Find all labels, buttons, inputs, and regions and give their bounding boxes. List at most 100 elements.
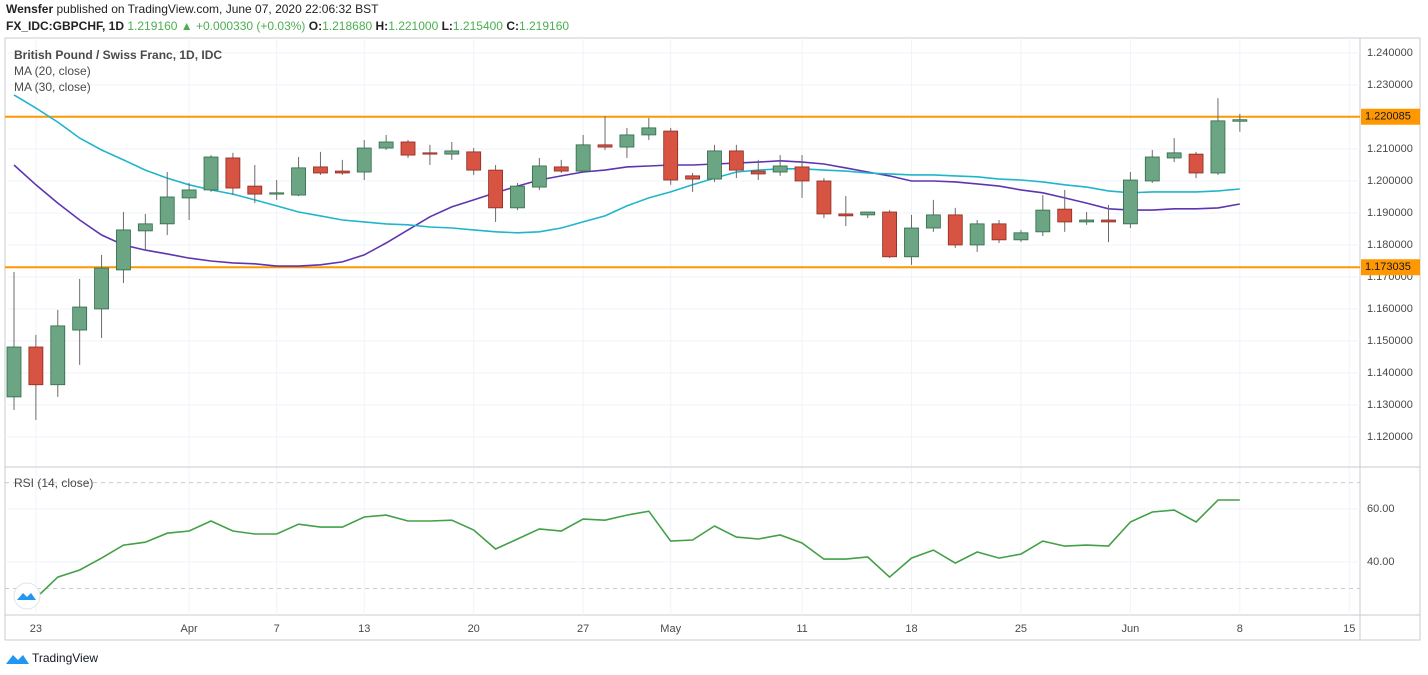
- y-tick-label: 1.130000: [1367, 399, 1413, 411]
- ohlc-value: 1.219160: [519, 19, 569, 33]
- candle-body: [1013, 232, 1029, 241]
- ma-line: [13, 94, 1240, 234]
- candle-body: [116, 229, 131, 271]
- rsi-line: [35, 499, 1240, 599]
- x-tick-label: 18: [905, 623, 917, 635]
- y-tick-label: 1.150000: [1367, 335, 1413, 347]
- chart-title: British Pound / Swiss Franc, 1D, IDC: [14, 48, 222, 62]
- author: Wensfer: [6, 2, 53, 16]
- x-tick-label: 23: [30, 623, 42, 635]
- candle-body: [685, 175, 700, 180]
- y-tick-label: 60.00: [1367, 503, 1395, 515]
- rsi-title: RSI (14, close): [14, 476, 93, 490]
- y-tick-label: 1.180000: [1367, 239, 1413, 251]
- candle-body: [1057, 208, 1073, 223]
- candle-body: [378, 141, 394, 149]
- candle-body: [94, 267, 109, 310]
- quote-line: FX_IDC:GBPCHF, 1D 1.219160 ▲ +0.000330 (…: [6, 19, 569, 33]
- ohlc-value: 1.221000: [388, 19, 438, 33]
- candle-body: [882, 211, 897, 258]
- ohlc-value: 1.215400: [453, 19, 503, 33]
- x-tick-label: 8: [1237, 623, 1243, 635]
- y-tick-label: 40.00: [1367, 556, 1395, 568]
- y-tick-label: 1.230000: [1367, 79, 1413, 91]
- level-tag: [1361, 259, 1420, 276]
- candle-body: [794, 166, 810, 182]
- x-tick-label: 7: [274, 623, 280, 635]
- x-tick-label: 27: [577, 623, 589, 635]
- candle-body: [641, 127, 657, 136]
- candle-body: [1122, 179, 1138, 225]
- x-tick-label: 20: [468, 623, 480, 635]
- candle-body: [203, 156, 219, 191]
- plot-layer: [5, 38, 1360, 615]
- candle-body: [50, 325, 66, 386]
- candle-body: [575, 144, 591, 172]
- candle-body: [1210, 120, 1226, 174]
- candle-body: [247, 185, 263, 195]
- y-tick-label: 1.210000: [1367, 143, 1413, 155]
- ohlc-key: C:: [506, 19, 519, 33]
- candle-body: [531, 165, 547, 188]
- x-tick-label: 25: [1015, 623, 1027, 635]
- candle-body: [466, 151, 482, 171]
- candle-body: [663, 130, 679, 181]
- y-tick-label: 1.200000: [1367, 175, 1413, 187]
- y-tick-label: 1.240000: [1367, 47, 1413, 59]
- watermark-logo: [13, 582, 41, 610]
- candle-body: [772, 165, 788, 173]
- candle-body: [1144, 156, 1160, 182]
- candle-body: [72, 306, 88, 331]
- candle-body: [816, 180, 832, 215]
- level-label: 1.220085: [1365, 111, 1411, 123]
- candle-body: [553, 166, 569, 172]
- last-price: 1.219160: [127, 19, 177, 33]
- candle-body: [444, 150, 460, 155]
- candle-body: [1079, 219, 1095, 223]
- candle-body: [181, 189, 197, 199]
- candle-body: [313, 166, 328, 174]
- y-tick-label: 1.160000: [1367, 303, 1413, 315]
- candle-body: [334, 170, 350, 174]
- candle-body: [969, 223, 985, 246]
- candle-body: [225, 157, 241, 189]
- candle-body: [925, 214, 941, 229]
- candle-body: [6, 346, 22, 398]
- candle-body: [1232, 119, 1248, 122]
- chart-frame: [4, 37, 1421, 641]
- candle-body: [1188, 153, 1204, 174]
- candle-body: [597, 144, 613, 148]
- symbol: FX_IDC:GBPCHF, 1D: [6, 19, 124, 33]
- legend-entry: MA (20, close): [14, 64, 91, 78]
- candle-body: [707, 150, 722, 180]
- candle-body: [991, 223, 1007, 241]
- candle-body: [838, 213, 854, 217]
- footer-brand: TradingView: [32, 651, 98, 665]
- candle-body: [137, 223, 153, 232]
- candle-body: [728, 150, 744, 171]
- x-tick-label: 13: [358, 623, 370, 635]
- x-tick-label: Jun: [1122, 623, 1140, 635]
- candle-body: [947, 214, 963, 246]
- footer-logo: [6, 655, 29, 664]
- candle-body: [291, 167, 306, 196]
- ma-line: [13, 159, 1240, 267]
- candle-body: [904, 227, 919, 258]
- x-tick-label: May: [660, 623, 681, 635]
- published: published on TradingView.com, June 07, 2…: [56, 2, 379, 16]
- candle-body: [269, 192, 285, 195]
- x-tick-label: 15: [1343, 623, 1355, 635]
- candle-body: [356, 147, 372, 173]
- candle-body: [1101, 219, 1116, 223]
- x-tick-label: 11: [796, 623, 807, 635]
- ohlc-key: H:: [376, 19, 389, 33]
- candle-body: [400, 141, 416, 156]
- y-tick-label: 1.190000: [1367, 207, 1413, 219]
- candle-body: [422, 152, 438, 155]
- level-tag: [1361, 108, 1420, 125]
- candle-body: [1166, 152, 1182, 159]
- candle-body: [860, 211, 876, 216]
- candle-body: [488, 169, 503, 209]
